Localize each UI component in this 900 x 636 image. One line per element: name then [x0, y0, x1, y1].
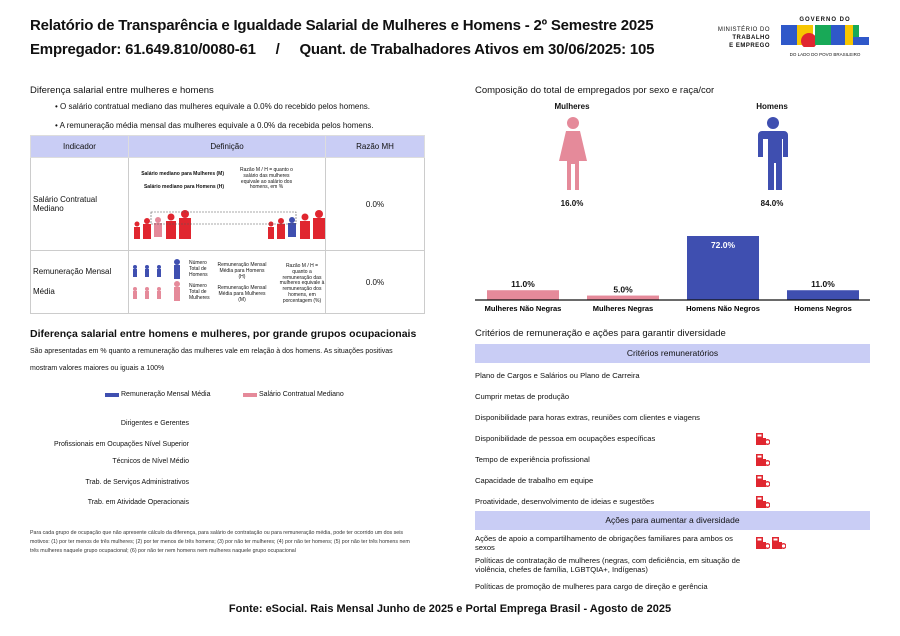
criteria-item: Proatividade, desenvolvimento de ideias …	[475, 497, 654, 506]
group-label: Técnicos de Nível Médio	[112, 458, 189, 465]
ratio-value: 0.0%	[325, 157, 425, 251]
logo-text: TRABALHO	[732, 35, 770, 41]
def-note: Razão M / H = quanto a remuneração das m…	[279, 263, 325, 304]
indicator-cell: Remuneração Mensal Média	[30, 250, 129, 314]
men-label: Homens	[756, 102, 788, 111]
group-label: Trab. de Serviços Administrativos	[85, 479, 189, 486]
company-building-icon	[756, 475, 770, 487]
salary-gap-title: Diferença salarial entre mulheres e home…	[30, 85, 214, 96]
logo-text: MINISTÉRIO DO	[717, 27, 770, 33]
bar-3	[787, 290, 859, 300]
category-label: Mulheres Negras	[593, 304, 653, 313]
criteria-item: Cumprir metas de produção	[475, 392, 570, 401]
def-note: Razão M / H = quanto o salário das mulhe…	[240, 167, 293, 191]
category-label: Homens Negros	[794, 304, 852, 313]
action-item: Ações de apoio a compartilhamento de obr…	[475, 534, 733, 552]
bar-0	[487, 290, 559, 300]
gov-brasil-logo: GOVERNO DO DO LADO DO POVO BRASILEIRO	[780, 17, 870, 57]
source-footer: Fonte: eSocial. Rais Mensal Junho de 202…	[228, 603, 672, 615]
definition-median: Salário mediano para Mulheres (M) Salári…	[128, 157, 326, 251]
action-item: Políticas de promoção de mulheres para c…	[475, 582, 708, 591]
logo-text: DO LADO DO POVO BRASILEIRO	[789, 52, 861, 57]
occupational-desc: São apresentadas em % quanto a remuneraç…	[30, 348, 393, 355]
criteria-title: Critérios de remuneração e ações para ga…	[475, 328, 726, 339]
col-header: Definição	[128, 135, 326, 158]
def-text: Salário mediano para Mulheres (M)	[141, 171, 224, 177]
company-building-icon	[772, 537, 786, 549]
criteria-item: Disponibilidade para horas extras, reuni…	[475, 413, 700, 422]
employer-line: Empregador: 61.649.810/0080-61 / Quant. …	[30, 41, 655, 58]
company-building-icon	[756, 496, 770, 508]
company-building-icon	[756, 537, 770, 549]
bar-1	[587, 295, 659, 300]
criteria-header: Critérios remuneratórios	[475, 344, 870, 363]
logo-text: GOVERNO DO	[799, 17, 851, 23]
woman-icon	[559, 117, 587, 190]
bar-data-label: 5.0%	[613, 285, 633, 295]
criteria-item: Plano de Cargos e Salários ou Plano de C…	[475, 371, 640, 380]
def-text: Remuneração Mensal Média para Homens (H)	[217, 262, 267, 280]
legend-swatch	[105, 392, 119, 397]
occupational-footnote: Para cada grupo de ocupação que não apre…	[30, 530, 410, 554]
bullet-median: • O salário contratual mediano das mulhe…	[55, 102, 370, 111]
bar-data-label: 72.0%	[711, 240, 736, 250]
action-item: Políticas de contratação de mulheres (ne…	[475, 556, 741, 574]
legend-average: Remuneração Mensal Média	[105, 391, 211, 398]
man-icon	[758, 117, 788, 190]
average-people-illustration	[133, 259, 180, 301]
table-row: Salário Contratual Mediano Salário media…	[30, 157, 425, 251]
indicator-cell: Salário Contratual Mediano	[30, 157, 129, 251]
table-row: Remuneração Mensal Média Número Total de…	[30, 250, 425, 314]
definition-average: Número Total de Homens Remuneração Mensa…	[128, 250, 326, 314]
category-label: Homens Não Negros	[686, 304, 760, 313]
col-header: Indicador	[30, 135, 129, 158]
legend-label: Remuneração Mensal Média	[121, 391, 211, 398]
occupational-desc: mostram valores maiores ou iguais a 100%	[30, 365, 165, 372]
logo-text: E EMPREGO	[729, 43, 770, 49]
def-text: Número Total de Mulheres	[189, 283, 210, 301]
ministry-logo: MINISTÉRIO DO TRABALHO E EMPREGO	[708, 26, 770, 50]
legend-median: Salário Contratual Mediano	[243, 391, 344, 398]
women-label: Mulheres	[554, 102, 590, 111]
men-percent: 84.0%	[760, 199, 784, 208]
bullet-average: • A remuneração média mensal das mulhere…	[55, 121, 374, 130]
indicator-table: Indicador Definição Razão MH Salário Contr…	[30, 135, 425, 314]
women-percent: 16.0%	[560, 199, 584, 208]
group-label: Dirigentes e Gerentes	[120, 420, 189, 427]
occupational-title: Diferença salarial entre homens e mulher…	[30, 328, 417, 340]
company-building-icon	[756, 454, 770, 466]
brasil-logo-mark	[781, 25, 869, 49]
def-text: Salário mediano para Homens (H)	[143, 184, 224, 190]
category-label: Mulheres Não Negras	[485, 304, 562, 313]
group-label: Trab. em Atividade Operacionais	[87, 499, 189, 506]
median-people-illustration	[134, 210, 325, 239]
company-building-icon	[756, 433, 770, 445]
col-header: Razão MH	[325, 135, 425, 158]
occupational-groups: Dirigentes e Gerentes Profissionais em O…	[20, 420, 189, 506]
def-text: Remuneração Mensal Média para Mulheres (…	[217, 285, 267, 303]
bar-data-label: 11.0%	[511, 279, 535, 289]
criteria-item: Disponibilidade de pessoa em ocupações e…	[475, 434, 656, 443]
bar-data-label: 11.0%	[811, 279, 835, 289]
def-text: Número Total de Homens	[189, 260, 208, 278]
criteria-item: Tempo de experiência profissional	[475, 455, 590, 464]
group-label: Profissionais em Ocupações Nível Superio…	[53, 441, 189, 448]
bar-2	[687, 236, 759, 300]
composition-bar-chart: 11.0% Mulheres Não Negras 5.0% Mulheres Neg…	[475, 236, 870, 313]
composition-title: Composição do total de empregados por se…	[475, 85, 715, 96]
actions-header: Ações para aumentar a diversidade	[475, 511, 870, 530]
legend-label: Salário Contratual Mediano	[259, 391, 344, 398]
report-title: Relatório de Transparência e Igualdade S…	[30, 17, 654, 34]
ratio-value: 0.0%	[325, 250, 425, 314]
legend-swatch	[243, 392, 257, 397]
criteria-item: Capacidade de trabalho em equipe	[475, 476, 594, 485]
